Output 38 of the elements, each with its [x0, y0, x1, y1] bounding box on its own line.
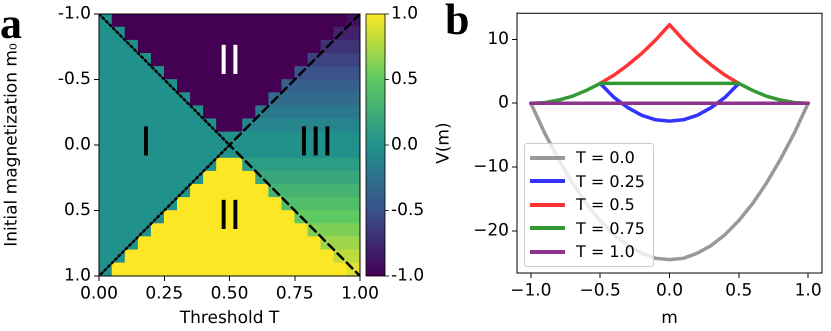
- color-bar-label: -0.5: [391, 200, 424, 220]
- x-tick-label: 0.0: [656, 280, 684, 301]
- color-bar-label: -1.0: [391, 265, 424, 286]
- annotation: II: [218, 192, 242, 239]
- color-bar-label: 0.0: [391, 134, 418, 154]
- x-tick-label: 0.5: [725, 280, 752, 301]
- x-tick-label: 1.00: [341, 284, 379, 304]
- x-tick-label: 0.00: [80, 284, 118, 304]
- y-tick-label: 1.0: [64, 265, 91, 286]
- x-tick-label: 1.0: [794, 280, 822, 301]
- x-axis-title: m: [661, 308, 678, 328]
- annotation: III: [298, 119, 334, 166]
- y-axis-title: V(m): [434, 122, 454, 164]
- x-tick-label: −1.0: [510, 280, 552, 301]
- x-tick-label: 0.75: [276, 284, 314, 304]
- x-axis-title: Threshold T: [178, 308, 280, 328]
- legend-label: T = 0.5: [576, 195, 635, 214]
- annotation: II: [218, 38, 242, 84]
- y-tick-label: −10: [473, 156, 509, 176]
- annotation: I: [140, 119, 152, 166]
- legend-label: T = 0.75: [576, 218, 645, 238]
- x-tick-label: −0.5: [580, 280, 621, 301]
- y-tick-label: -1.0: [58, 3, 91, 24]
- legend-label: T = 0.25: [576, 172, 645, 191]
- y-tick-label: 0.0: [64, 134, 91, 154]
- x-tick-label: 0.25: [145, 284, 184, 304]
- y-tick-label: −20: [473, 220, 509, 240]
- legend-label: T = 1.0: [576, 242, 635, 262]
- y-tick-label: 0: [498, 92, 509, 113]
- y-tick-label: -0.5: [58, 68, 91, 89]
- color-bar-label: 1.0: [391, 3, 418, 24]
- text: b: [445, 0, 470, 45]
- y-tick-label: 10: [487, 28, 509, 49]
- y-tick-label: 0.5: [64, 200, 91, 220]
- color-bar-label: 0.5: [391, 68, 418, 89]
- y-axis-title: Initial magnetization m₀: [2, 43, 22, 247]
- legend-label: T = 0.0: [576, 148, 635, 168]
- x-tick-label: 0.50: [210, 284, 248, 304]
